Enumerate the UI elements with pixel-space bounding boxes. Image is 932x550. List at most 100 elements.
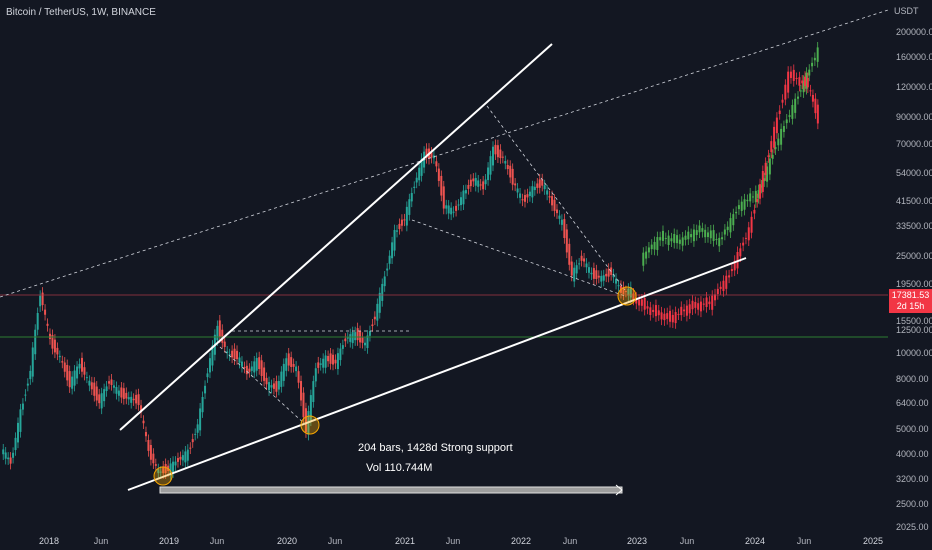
- candle-body: [640, 299, 643, 306]
- candle-body: [34, 329, 37, 355]
- range-info-label: 204 bars, 1428d Strong support: [358, 442, 513, 454]
- candle-body: [597, 275, 600, 278]
- candle-body: [794, 98, 797, 113]
- candle-body: [573, 267, 576, 282]
- candle-body: [761, 170, 764, 192]
- candle-body: [647, 247, 650, 253]
- candle-body: [729, 218, 732, 233]
- candle-body: [4, 452, 7, 459]
- candle-body: [643, 297, 646, 310]
- candle-body: [777, 138, 780, 146]
- candle-body: [58, 355, 61, 358]
- candle-body: [792, 69, 795, 81]
- candle-body: [88, 380, 91, 386]
- candle-body: [692, 229, 695, 242]
- candle-body: [482, 181, 485, 190]
- time-tick: Jun: [209, 536, 225, 546]
- candle-body: [415, 177, 418, 183]
- candle-body: [477, 180, 480, 187]
- upper-trendline: [119, 43, 553, 431]
- candle-body: [654, 305, 657, 317]
- candle-body: [36, 313, 39, 330]
- candle-body: [809, 90, 812, 92]
- candle-body: [295, 366, 298, 372]
- candle-body: [432, 155, 435, 159]
- candle-body: [376, 303, 379, 321]
- candle-body: [605, 273, 608, 277]
- date-range-bar: [159, 486, 623, 494]
- candle-body: [354, 332, 357, 341]
- candle-body: [115, 386, 118, 394]
- candle-body: [184, 451, 187, 463]
- candle-body: [199, 408, 202, 431]
- candle-body: [122, 388, 125, 399]
- candle-body: [61, 361, 64, 363]
- candle-body: [174, 461, 177, 466]
- candle-body: [398, 223, 401, 229]
- candle-body: [410, 193, 413, 202]
- candle-body: [635, 297, 638, 304]
- candle-body: [9, 457, 12, 464]
- candle-body: [12, 452, 15, 458]
- bar-countdown-label: 2d 15h: [896, 301, 925, 311]
- candle-body: [695, 230, 698, 235]
- candle-body: [771, 154, 774, 159]
- candle-body: [746, 199, 749, 202]
- candle-body: [7, 457, 10, 460]
- candle-body: [211, 345, 214, 366]
- candle-body: [813, 57, 816, 61]
- candle-body: [514, 183, 517, 186]
- candle-body: [56, 347, 59, 355]
- candle-body: [250, 366, 253, 371]
- candle-body: [484, 179, 487, 185]
- candle-body: [714, 294, 717, 301]
- candle-body: [677, 313, 680, 315]
- candle-body: [393, 230, 396, 251]
- candle-body: [425, 148, 428, 158]
- candle-body: [656, 237, 659, 250]
- candle-body: [785, 119, 788, 124]
- candle-body: [697, 303, 700, 310]
- candle-body: [519, 193, 522, 198]
- candle-body: [76, 366, 79, 379]
- candle-body: [806, 77, 809, 88]
- candle-body: [277, 380, 280, 390]
- candle-body: [739, 248, 742, 257]
- candle-body: [194, 433, 197, 435]
- candle-body: [757, 190, 760, 198]
- price-tick: 2500.00: [896, 499, 929, 509]
- candle-body: [248, 368, 251, 372]
- price-tick: 33500.00: [896, 221, 932, 231]
- candle-body: [204, 385, 207, 394]
- candle-body: [506, 165, 509, 170]
- candle-body: [666, 313, 669, 319]
- candle-body: [718, 237, 721, 247]
- candle-body: [189, 447, 192, 449]
- candle-body: [312, 381, 315, 402]
- candle-body: [775, 117, 778, 134]
- time-tick: Jun: [327, 536, 343, 546]
- candle-body: [699, 301, 702, 312]
- candle-body: [275, 381, 278, 392]
- candle-body: [592, 268, 595, 279]
- candle-body: [400, 219, 403, 226]
- candle-body: [798, 77, 801, 86]
- candle-body: [659, 237, 662, 241]
- candle-body: [356, 328, 359, 341]
- candle-body: [300, 381, 303, 401]
- candle-body: [191, 439, 194, 443]
- candle-body: [71, 376, 74, 389]
- candle-body: [653, 241, 656, 250]
- candle-body: [749, 193, 752, 202]
- candle-body: [622, 286, 625, 295]
- candle-body: [759, 184, 762, 199]
- candle-body: [272, 383, 275, 389]
- candle-body: [450, 207, 453, 215]
- candle-body: [671, 314, 674, 323]
- candle-body: [536, 183, 539, 188]
- candle-body: [521, 199, 524, 201]
- candle-body: [120, 387, 123, 398]
- candle-body: [332, 354, 335, 365]
